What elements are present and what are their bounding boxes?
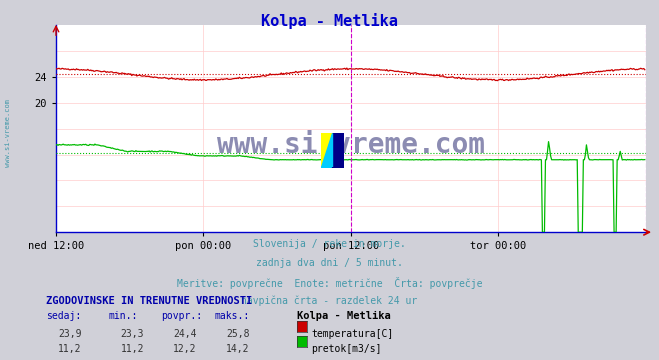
Text: www.si-vreme.com: www.si-vreme.com (5, 99, 11, 167)
Text: Meritve: povprečne  Enote: metrične  Črta: povprečje: Meritve: povprečne Enote: metrične Črta:… (177, 277, 482, 289)
Text: sedaj:: sedaj: (46, 311, 81, 321)
Text: navpična črta - razdelek 24 ur: navpična črta - razdelek 24 ur (241, 296, 418, 306)
Text: maks.:: maks.: (214, 311, 249, 321)
Text: 14,2: 14,2 (226, 344, 250, 354)
Text: 23,9: 23,9 (58, 329, 82, 339)
Text: povpr.:: povpr.: (161, 311, 202, 321)
Text: 23,3: 23,3 (121, 329, 144, 339)
Polygon shape (321, 133, 332, 167)
Text: 24,4: 24,4 (173, 329, 197, 339)
Text: 25,8: 25,8 (226, 329, 250, 339)
Text: min.:: min.: (109, 311, 138, 321)
Text: Kolpa - Metlika: Kolpa - Metlika (261, 13, 398, 28)
Text: pretok[m3/s]: pretok[m3/s] (311, 344, 382, 354)
Text: 11,2: 11,2 (121, 344, 144, 354)
Text: ZGODOVINSKE IN TRENUTNE VREDNOSTI: ZGODOVINSKE IN TRENUTNE VREDNOSTI (46, 296, 252, 306)
Text: Kolpa - Metlika: Kolpa - Metlika (297, 311, 390, 321)
Text: temperatura[C]: temperatura[C] (311, 329, 393, 339)
Text: zadnja dva dni / 5 minut.: zadnja dva dni / 5 minut. (256, 258, 403, 268)
Text: www.si-vreme.com: www.si-vreme.com (217, 131, 485, 159)
Polygon shape (321, 133, 332, 167)
Text: 11,2: 11,2 (58, 344, 82, 354)
Text: 12,2: 12,2 (173, 344, 197, 354)
Text: Slovenija / reke in morje.: Slovenija / reke in morje. (253, 239, 406, 249)
